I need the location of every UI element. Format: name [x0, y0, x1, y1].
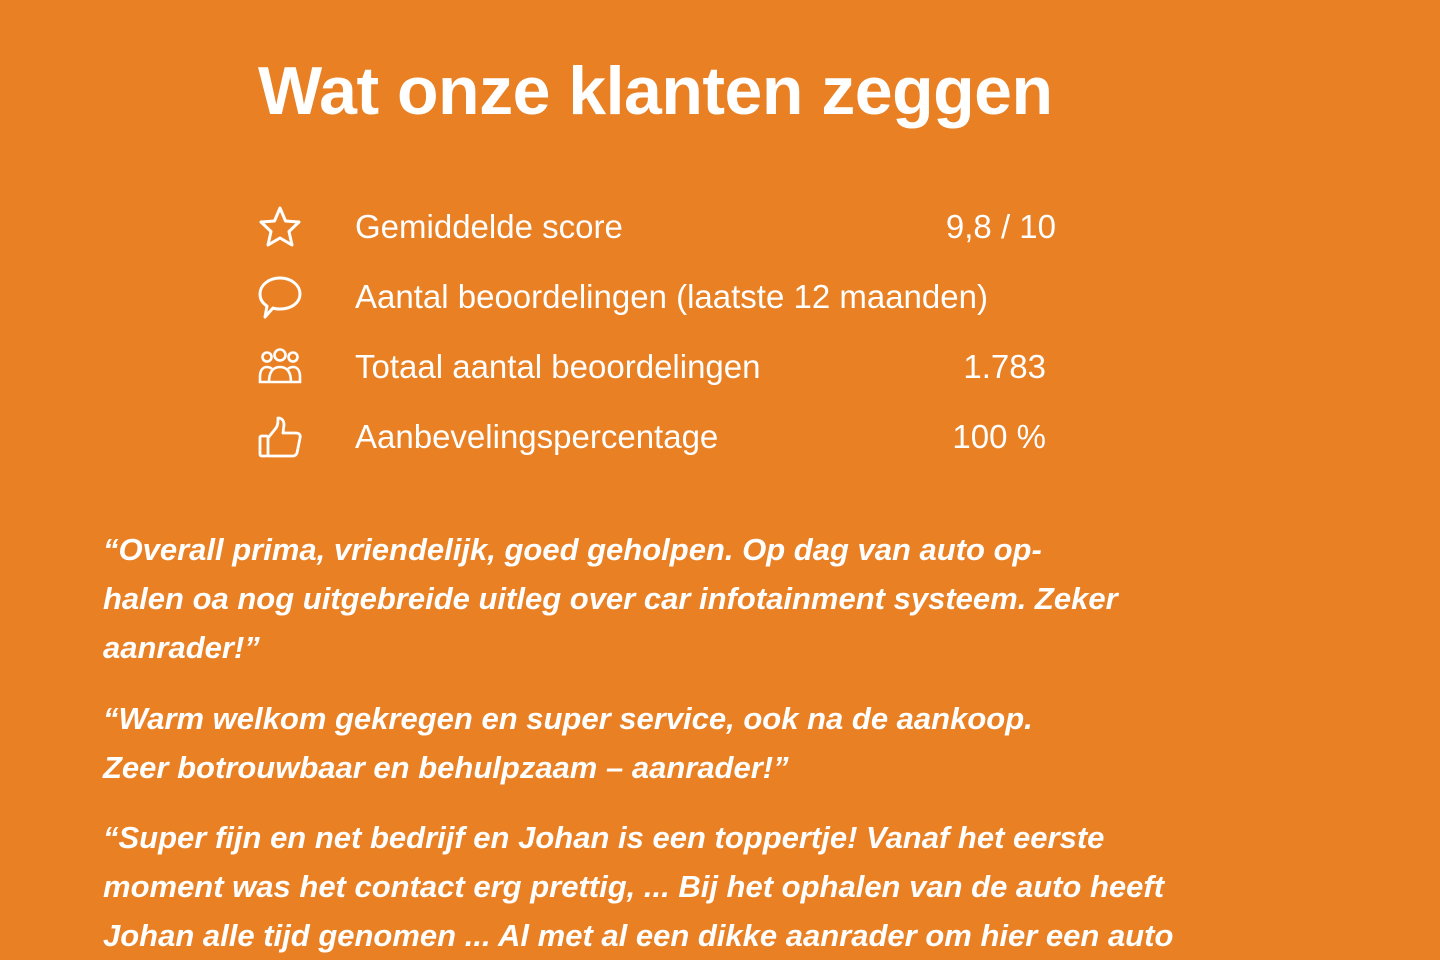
page-title: Wat onze klanten zeggen — [258, 53, 1053, 129]
stat-recommendation-percentage: Aanbevelingspercentage 100 % — [256, 412, 1056, 462]
stat-label: Totaal aantal beoordelingen — [355, 348, 761, 385]
people-icon — [258, 348, 302, 384]
stat-value: 9,8 / 10 — [945, 208, 1056, 245]
testimonial-quote: “Overall prima, vriendelijk, goed geholp… — [103, 525, 1118, 672]
quote-line: moment was het contact erg prettig, ... … — [103, 869, 1165, 904]
testimonial-quote: “Warm welkom gekregen en super service, … — [103, 694, 1033, 792]
stat-label: Aantal beoordelingen (laatste 12 maanden… — [355, 278, 988, 315]
stat-value: 100 % — [952, 418, 1046, 455]
testimonial-quote: “Super fijn en net bedrijf en Johan is e… — [103, 813, 1173, 960]
quote-line: “Super fijn en net bedrijf en Johan is e… — [103, 820, 1105, 855]
quote-line: halen oa nog uitgebreide uitleg over car… — [103, 581, 1118, 616]
star-icon — [259, 206, 301, 247]
stat-label: Gemiddelde score — [355, 208, 623, 245]
stat-reviews-12-months: Aantal beoordelingen (laatste 12 maanden… — [256, 272, 1056, 322]
quote-line: Zeer botrouwbaar en behulpzaam – aanrade… — [103, 750, 789, 785]
speech-bubble-icon — [258, 276, 302, 319]
stat-average-score: Gemiddelde score 9,8 / 10 — [256, 202, 1056, 252]
quote-line: “Overall prima, vriendelijk, goed geholp… — [103, 532, 1042, 567]
stat-total-reviews: Totaal aantal beoordelingen 1.783 — [256, 342, 1056, 392]
thumbs-up-icon — [258, 416, 302, 458]
quote-line: “Warm welkom gekregen en super service, … — [103, 701, 1033, 736]
quote-line: Johan alle tijd genomen ... Al met al ee… — [103, 918, 1174, 953]
stat-label: Aanbevelingspercentage — [355, 418, 719, 455]
quote-line: aanrader!” — [103, 630, 260, 665]
stat-value: 1.783 — [963, 348, 1046, 385]
